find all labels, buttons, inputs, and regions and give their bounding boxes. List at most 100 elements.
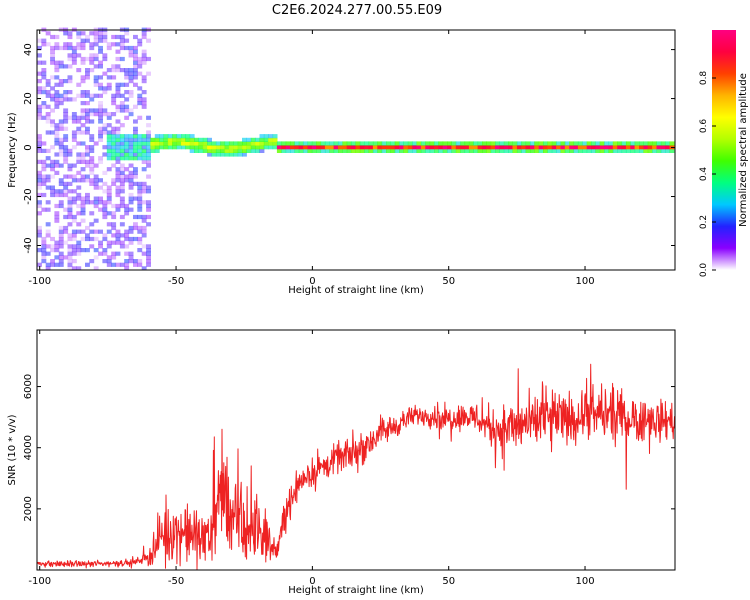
spectrogram-cell	[58, 60, 64, 65]
spectrogram-x-tick-label: -50	[168, 276, 184, 287]
spectrogram-cell	[141, 104, 147, 109]
spectrogram-cell	[50, 53, 55, 58]
spectrogram-cell	[194, 137, 199, 142]
spectrogram-cell	[71, 145, 77, 150]
spectrogram-cell	[67, 56, 73, 62]
spectrogram-cell	[115, 68, 121, 73]
spectrogram-cell	[71, 214, 77, 220]
spectrogram-cell	[98, 137, 103, 142]
spectrogram-cell	[198, 145, 204, 150]
spectrogram-cell	[464, 141, 470, 146]
spectrogram-cell	[111, 233, 117, 238]
spectrogram-cell	[167, 137, 173, 142]
spectrogram-cell	[89, 68, 95, 73]
spectrogram-cell	[133, 60, 138, 65]
spectrogram-cell	[80, 130, 86, 135]
spectrogram-cell	[76, 251, 82, 256]
spectrogram-cell	[45, 104, 51, 109]
spectrogram-cell	[80, 56, 86, 62]
spectrogram-cell	[246, 141, 252, 146]
spectrogram-cell	[320, 145, 326, 150]
spectrogram-panel: -100 -50 0 50 100 -40 -20 0 20 40 Height of stra…	[7, 27, 676, 296]
spectrogram-cell	[237, 145, 243, 150]
spectrogram-cell	[124, 174, 130, 179]
spectrogram-cell	[530, 148, 535, 153]
spectrogram-cell	[119, 233, 125, 238]
spectrogram-cell	[577, 145, 583, 150]
spectrogram-cell	[141, 148, 147, 153]
spectrogram-cell	[67, 75, 73, 80]
spectrogram-cell	[115, 251, 121, 256]
spectrogram-cell	[76, 42, 82, 47]
spectrogram-cell	[146, 248, 151, 253]
spectrogram-cell	[181, 145, 186, 150]
spectrogram-cell	[98, 159, 103, 164]
spectrogram-cell	[45, 251, 51, 256]
spectrogram-cell	[45, 229, 51, 234]
spectrogram-cell	[115, 189, 121, 194]
spectrogram-cell	[50, 93, 55, 98]
spectrogram-cell	[425, 145, 431, 150]
spectrogram-cell	[311, 141, 317, 146]
spectrogram-cell	[71, 233, 77, 238]
spectrogram-cell	[407, 141, 413, 146]
snr-y-axis-label: SNR (10 * v/v)	[7, 414, 18, 485]
spectrogram-cell	[634, 141, 640, 146]
spectrogram-cell	[351, 145, 356, 150]
spectrogram-cell	[455, 141, 461, 146]
spectrogram-cell	[54, 82, 60, 87]
spectrogram-cell	[652, 141, 657, 146]
spectrogram-cell	[98, 178, 103, 183]
spectrogram-cell	[41, 259, 47, 264]
spectrogram-cell	[41, 60, 47, 65]
spectrogram-cell	[71, 178, 77, 183]
spectrogram-cell	[106, 222, 112, 227]
spectrogram-cell	[207, 145, 212, 150]
spectrogram-cell	[54, 45, 60, 51]
spectrogram-cell	[495, 145, 500, 150]
spectrogram-cell	[37, 90, 42, 95]
spectrogram-cell	[71, 115, 77, 120]
spectrogram-cell	[133, 259, 138, 264]
spectrogram-cell	[106, 134, 112, 139]
spectrogram-cell	[665, 148, 671, 153]
colorbar-tick-label: 0.8	[699, 71, 709, 86]
spectrogram-cell	[137, 207, 143, 212]
spectrogram-cell	[403, 141, 409, 146]
spectrogram-cell	[163, 137, 169, 142]
spectrogram-cell	[106, 192, 112, 198]
spectrogram-cell	[146, 56, 151, 62]
spectrogram-cell	[442, 141, 448, 146]
spectrogram-cell	[80, 75, 86, 80]
spectrogram-cell	[429, 141, 435, 146]
spectrogram-cell	[477, 145, 483, 150]
spectrogram-cell	[133, 141, 138, 146]
spectrogram-cell	[185, 145, 191, 150]
spectrogram-cell	[41, 207, 47, 212]
spectrogram-cell	[85, 101, 90, 106]
spectrogram-cell	[71, 200, 77, 205]
spectrogram-cell	[442, 145, 448, 150]
spectrogram-cell	[58, 152, 64, 157]
spectrogram-cell	[399, 148, 404, 153]
spectrogram-cell	[115, 130, 121, 135]
spectrogram-cell	[54, 101, 60, 106]
spectrogram-cell	[560, 148, 566, 153]
spectrogram-cell	[159, 137, 164, 142]
spectrogram-cell	[137, 56, 143, 62]
spectrogram-cell	[80, 60, 86, 65]
spectrogram-cell	[80, 79, 86, 84]
spectrogram-cell	[115, 134, 121, 139]
spectrogram-cell	[154, 141, 160, 146]
spectrogram-cell	[547, 148, 553, 153]
spectrogram-cell	[133, 196, 138, 201]
spectrogram-cell	[115, 152, 121, 157]
spectrogram-cell	[102, 181, 108, 186]
spectrogram-cell	[41, 71, 47, 76]
spectrogram-cell	[608, 148, 614, 153]
spectrogram-cell	[67, 152, 73, 157]
spectrogram-cell	[80, 159, 86, 164]
spectrogram-cell	[45, 266, 51, 271]
spectrogram-frame	[36, 29, 676, 271]
spectrogram-cell	[58, 251, 64, 256]
